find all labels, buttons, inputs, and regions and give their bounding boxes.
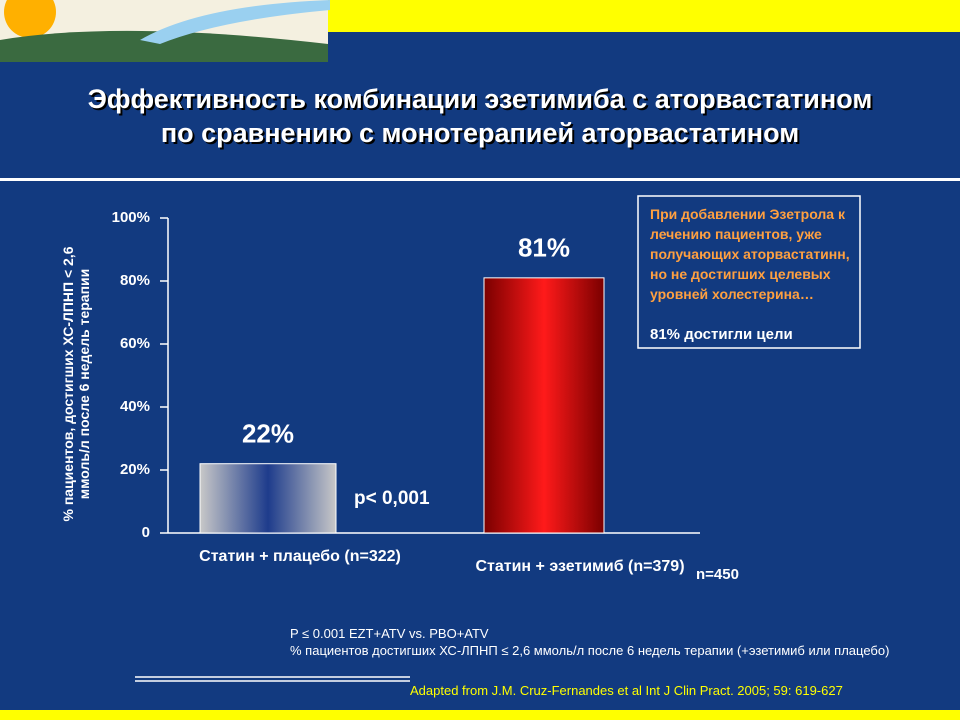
title-line: по сравнению с монотерапией аторвастатин… bbox=[160, 118, 800, 148]
callout-text: При добавлении Эзетрола к лечению пациен… bbox=[650, 206, 850, 302]
y-axis-label: % пациентов, достигших ХС-ЛПНП < 2,6 ммо… bbox=[60, 246, 92, 522]
bar bbox=[199, 463, 337, 534]
y-tick-label: 40% bbox=[120, 398, 150, 415]
source: Adapted from J.M. Cruz-Fernandes et al I… bbox=[410, 683, 843, 698]
landscape bbox=[0, 30, 328, 62]
y-tick-label: 0 bbox=[142, 524, 150, 541]
y-tick-label: 20% bbox=[120, 461, 150, 478]
data-label: 81% bbox=[518, 233, 570, 263]
callout-result: 81% достигли цели bbox=[650, 326, 793, 343]
title-line: Эффективность комбинации эзетимиба с ато… bbox=[87, 84, 873, 114]
callout-box bbox=[637, 195, 861, 349]
sun bbox=[4, 0, 56, 38]
annotation: p< 0,001 bbox=[354, 488, 430, 509]
bar bbox=[483, 277, 605, 534]
data-label: 22% bbox=[242, 419, 294, 449]
footnote: % пациентов достигших ХС-ЛПНП ≤ 2,6 ммол… bbox=[290, 643, 890, 658]
wave bbox=[140, 0, 330, 44]
footnote: P ≤ 0.001 EZT+ATV vs. PBO+ATV bbox=[290, 626, 489, 641]
title-rule bbox=[0, 178, 960, 181]
x-tick-label: Статин + плацебо (n=322) bbox=[199, 548, 401, 565]
y-tick-label: 100% bbox=[112, 209, 150, 226]
y-tick-label: 60% bbox=[120, 335, 150, 352]
bottom-band bbox=[0, 710, 960, 720]
y-tick-label: 80% bbox=[120, 272, 150, 289]
x-tick-label: Статин + эзетимиб (n=379) bbox=[475, 558, 685, 575]
annotation: n=450 bbox=[696, 566, 739, 583]
